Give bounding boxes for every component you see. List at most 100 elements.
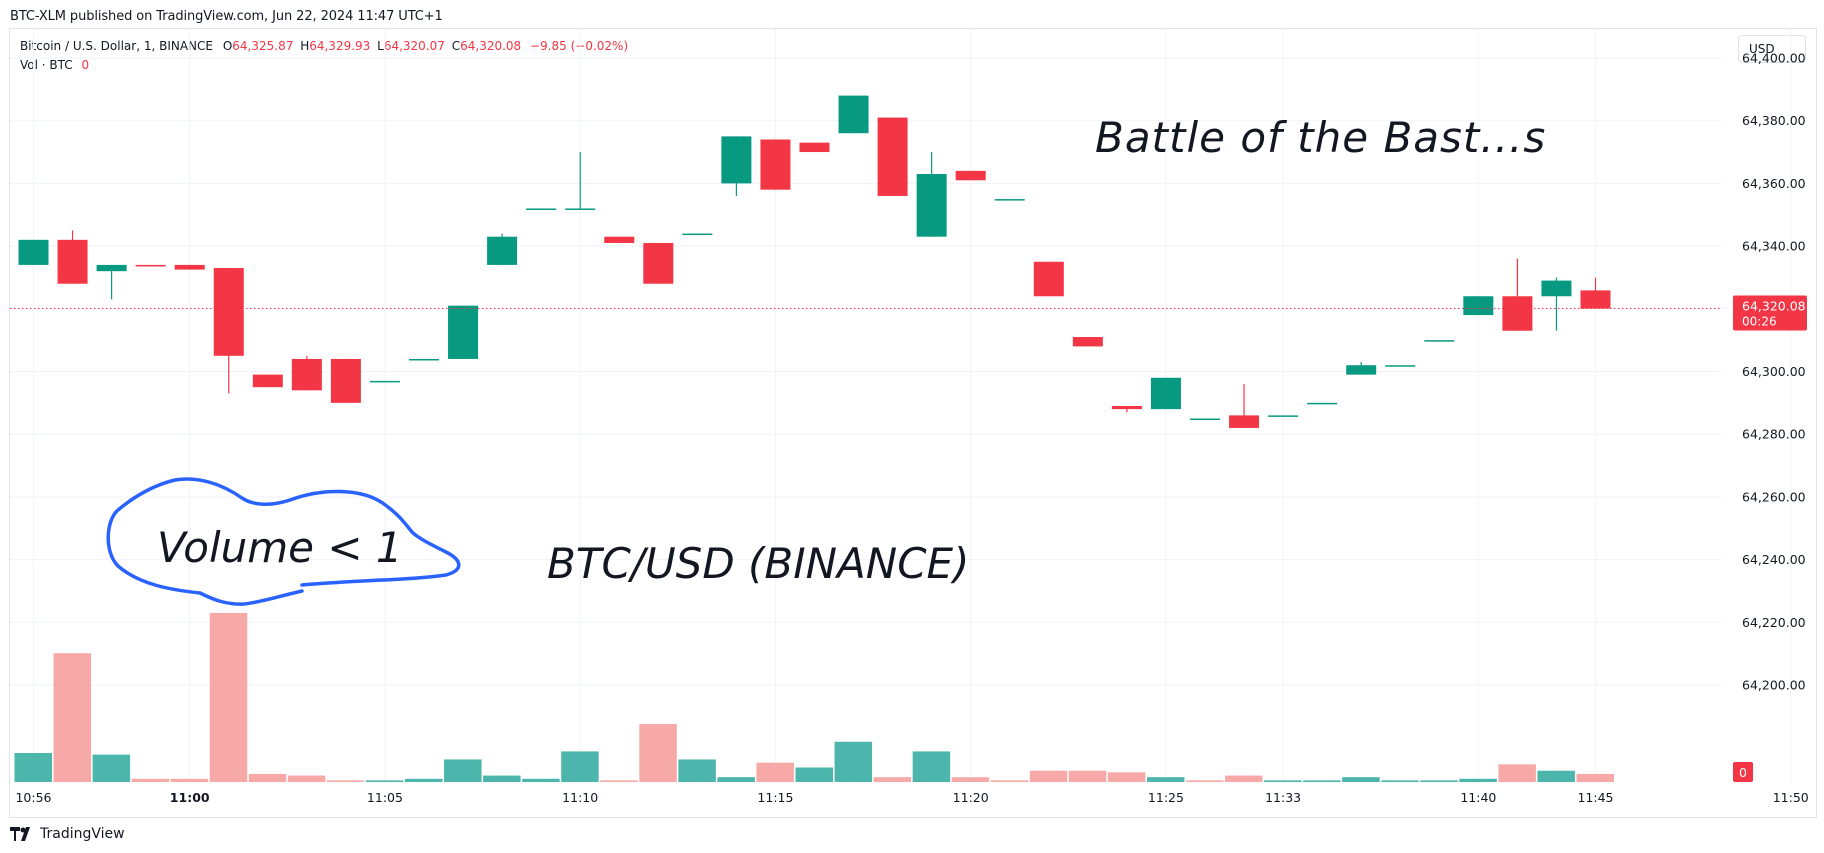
tradingview-logo[interactable]: TradingView <box>10 824 125 844</box>
candle <box>604 236 635 243</box>
high-label: H <box>300 39 310 53</box>
candle <box>487 233 518 265</box>
volume-bar <box>600 780 638 782</box>
candle <box>877 117 908 196</box>
last-price-label: 64,320.08 <box>1742 299 1806 314</box>
annotation-battle: Battle of the Bast...s <box>1095 113 1546 162</box>
currency-button[interactable]: USD <box>1738 35 1806 63</box>
last-price-badge <box>1733 295 1807 331</box>
candle <box>526 208 557 210</box>
volume-bar <box>912 751 951 782</box>
candle-body <box>1385 365 1416 367</box>
volume-bar <box>1303 780 1341 782</box>
candle <box>1580 277 1611 309</box>
volume-bar <box>326 780 365 782</box>
volume-bar <box>1186 780 1224 782</box>
high-value: 64,329.93 <box>309 39 371 53</box>
candle-body <box>877 117 908 196</box>
candle <box>994 199 1025 201</box>
candle <box>57 230 88 284</box>
time-axis[interactable]: 10:56 11:00 11:05 11:10 11:15 11:20 11:25 11:33… <box>15 790 1808 805</box>
candle-body <box>838 95 869 134</box>
candle-body <box>760 139 791 190</box>
candle <box>916 152 947 237</box>
volume-bar <box>131 778 170 782</box>
volume-bar <box>1068 770 1107 782</box>
candle-body <box>213 268 244 356</box>
candle <box>369 380 400 383</box>
low-value: 64,320.07 <box>383 39 445 53</box>
candle-body <box>18 239 49 265</box>
candle <box>682 233 713 236</box>
candle-body <box>1346 365 1377 375</box>
candle-body <box>1541 280 1572 297</box>
volume-bar <box>951 777 990 782</box>
volume-badge <box>1733 762 1753 782</box>
candle-body <box>1502 296 1533 331</box>
price-tick-label: 64,380.00 <box>1742 113 1806 128</box>
volume-badge-label: 0 <box>1739 765 1747 780</box>
volume-bar <box>522 778 560 782</box>
volume-bar <box>444 759 482 782</box>
candle-body <box>174 264 205 270</box>
volume-bar <box>483 775 521 782</box>
candle-body <box>369 380 400 383</box>
time-tick-label: 10:56 <box>15 790 51 805</box>
annotation-volume: Volume < 1 <box>157 523 403 572</box>
candle-body <box>955 170 986 181</box>
volume-bar <box>365 780 404 782</box>
candle-body <box>1033 261 1064 297</box>
change-value: −9.85 (−0.02%) <box>530 39 629 53</box>
candle-body <box>252 374 283 388</box>
candle <box>1150 377 1181 410</box>
time-tick-label: 11:00 <box>170 790 210 805</box>
time-tick-label: 11:45 <box>1577 790 1613 805</box>
candle <box>1502 258 1533 331</box>
volume-bar <box>1420 780 1458 782</box>
price-tick-label: 64,300.00 <box>1742 364 1806 379</box>
candle-body <box>1424 340 1455 342</box>
candle-body <box>643 242 674 284</box>
candle <box>1385 365 1416 367</box>
close-value: 64,320.08 <box>460 39 522 53</box>
volume-bar <box>248 773 287 782</box>
candle-body <box>57 239 88 284</box>
price-tick-label: 64,400.00 <box>1742 51 1806 66</box>
candle-body <box>135 264 166 267</box>
time-tick-label: 11:15 <box>757 790 793 805</box>
price-tick-label: 64,240.00 <box>1742 552 1806 567</box>
candle <box>96 264 127 300</box>
volume-bar <box>170 778 209 782</box>
volume-bar <box>1498 764 1536 782</box>
volume-bar <box>1146 777 1185 782</box>
candle-body <box>291 358 322 391</box>
time-tick-label: 11:05 <box>367 790 403 805</box>
symbol-name[interactable]: Bitcoin / U.S. Dollar, 1, BINANCE <box>20 39 213 53</box>
candle <box>838 95 869 134</box>
candle-body <box>526 208 557 210</box>
volume-bar <box>1264 780 1302 782</box>
volume-bar <box>639 724 677 782</box>
volume-bar <box>92 754 131 782</box>
candle-body <box>565 208 596 210</box>
candle <box>252 374 283 388</box>
open-label: O <box>222 39 233 53</box>
candle-body <box>994 199 1025 201</box>
candle-body <box>448 305 479 359</box>
volume-bar <box>1029 770 1068 782</box>
open-value: 64,325.87 <box>232 39 294 53</box>
volume-bar <box>717 777 755 782</box>
candle-body <box>1463 296 1494 316</box>
candle <box>1268 415 1299 417</box>
volume-bar <box>1576 773 1614 782</box>
candle-body <box>1072 337 1103 347</box>
candle <box>643 242 674 284</box>
candle <box>1229 384 1260 428</box>
candle <box>955 170 986 181</box>
candle-body <box>1268 415 1299 417</box>
volume-bar <box>1381 780 1419 782</box>
price-axis[interactable]: 64,200.00 64,220.00 64,240.00 64,260.00 64,2… <box>1733 51 1807 783</box>
publish-info: BTC-XLM published on TradingView.com, Ju… <box>10 9 443 24</box>
